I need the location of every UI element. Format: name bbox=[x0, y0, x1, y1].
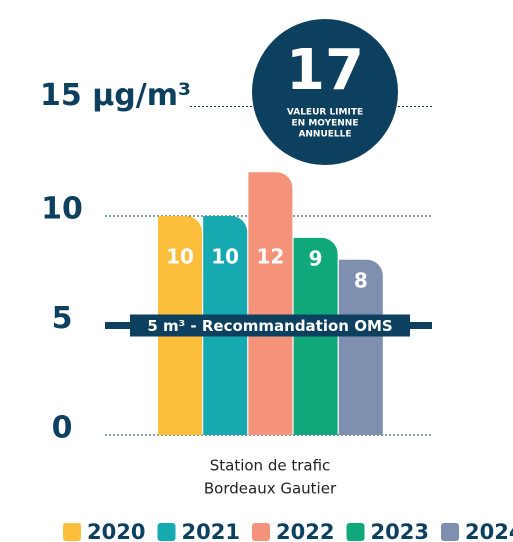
legend-label: 2023 bbox=[371, 520, 429, 542]
x-axis-label: Station de trafic bbox=[210, 457, 331, 475]
legend-swatch bbox=[252, 523, 270, 541]
limit-value: 17 bbox=[286, 38, 364, 103]
limit-label: VALEUR LIMITE bbox=[287, 108, 363, 118]
x-axis-label: Bordeaux Gautier bbox=[204, 480, 337, 498]
value-label: 8 bbox=[354, 268, 368, 292]
limit-badge bbox=[252, 19, 398, 165]
y-tick-label: 0 bbox=[52, 411, 73, 446]
legend-swatch bbox=[63, 523, 81, 541]
legend-swatch bbox=[441, 523, 459, 541]
value-label: 12 bbox=[256, 245, 284, 269]
y-tick-label: 5 bbox=[52, 301, 73, 336]
legend-label: 2021 bbox=[182, 520, 240, 542]
legend-label: 2024 bbox=[465, 520, 513, 542]
reference-box bbox=[130, 314, 410, 337]
y-tick-label: 15 µg/m³ bbox=[40, 78, 191, 113]
legend-label: 2020 bbox=[87, 520, 145, 542]
value-label: 9 bbox=[309, 246, 323, 270]
bar bbox=[338, 259, 383, 435]
reference-label: 5 m³ - Recommandation OMS bbox=[147, 317, 392, 335]
value-label: 10 bbox=[166, 245, 194, 269]
y-tick-label: 10 bbox=[41, 192, 83, 227]
bar bbox=[248, 172, 293, 435]
limit-label: ANNUELLE bbox=[298, 130, 351, 140]
legend-swatch bbox=[346, 523, 365, 541]
legend-swatch bbox=[157, 523, 176, 541]
limit-label: EN MOYENNE bbox=[292, 119, 359, 129]
legend-label: 2022 bbox=[276, 520, 334, 542]
value-label: 10 bbox=[211, 245, 239, 269]
